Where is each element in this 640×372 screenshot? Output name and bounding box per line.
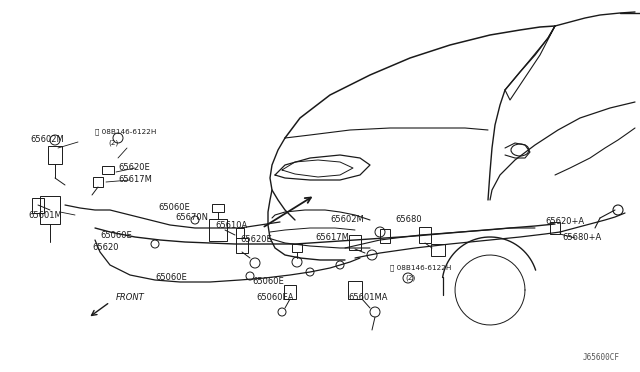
- Text: 65610A: 65610A: [215, 221, 247, 230]
- Text: J65600CF: J65600CF: [583, 353, 620, 362]
- Bar: [550, 222, 560, 234]
- Bar: [32, 198, 44, 212]
- Text: 65670N: 65670N: [175, 214, 208, 222]
- Bar: [419, 227, 431, 243]
- Text: 65060E: 65060E: [100, 231, 132, 240]
- Text: FRONT: FRONT: [116, 294, 145, 302]
- Text: Ⓑ 08B146-6122H: Ⓑ 08B146-6122H: [390, 265, 451, 271]
- Text: 65620+A: 65620+A: [545, 218, 584, 227]
- Bar: [236, 228, 244, 238]
- Text: 65060EA: 65060EA: [256, 294, 294, 302]
- Text: 65060E: 65060E: [158, 203, 189, 212]
- Text: 65617M: 65617M: [315, 232, 349, 241]
- Text: 65617M: 65617M: [118, 176, 152, 185]
- Text: 65601MA: 65601MA: [348, 294, 387, 302]
- Bar: [431, 244, 445, 256]
- Text: 65620E: 65620E: [240, 235, 272, 244]
- Bar: [209, 219, 227, 241]
- Text: 65060E: 65060E: [252, 278, 284, 286]
- Bar: [236, 237, 248, 253]
- Text: 65601M: 65601M: [28, 211, 61, 219]
- Text: Ⓑ 08B146-6122H: Ⓑ 08B146-6122H: [95, 129, 156, 135]
- Bar: [284, 285, 296, 299]
- Text: 65602M: 65602M: [330, 215, 364, 224]
- Bar: [212, 204, 224, 212]
- Bar: [48, 146, 62, 164]
- Bar: [93, 177, 103, 187]
- Bar: [292, 244, 302, 252]
- Bar: [102, 166, 114, 174]
- Text: (2): (2): [108, 140, 118, 146]
- Bar: [348, 281, 362, 299]
- Bar: [380, 229, 390, 243]
- Bar: [40, 196, 60, 224]
- Text: 65680+A: 65680+A: [562, 234, 601, 243]
- Text: 65060E: 65060E: [155, 273, 187, 282]
- Text: 65602M: 65602M: [30, 135, 64, 144]
- Bar: [349, 234, 361, 250]
- Text: 65620E: 65620E: [118, 164, 150, 173]
- Text: (2): (2): [405, 275, 415, 281]
- Text: 65680: 65680: [395, 215, 422, 224]
- Text: 65620: 65620: [92, 244, 118, 253]
